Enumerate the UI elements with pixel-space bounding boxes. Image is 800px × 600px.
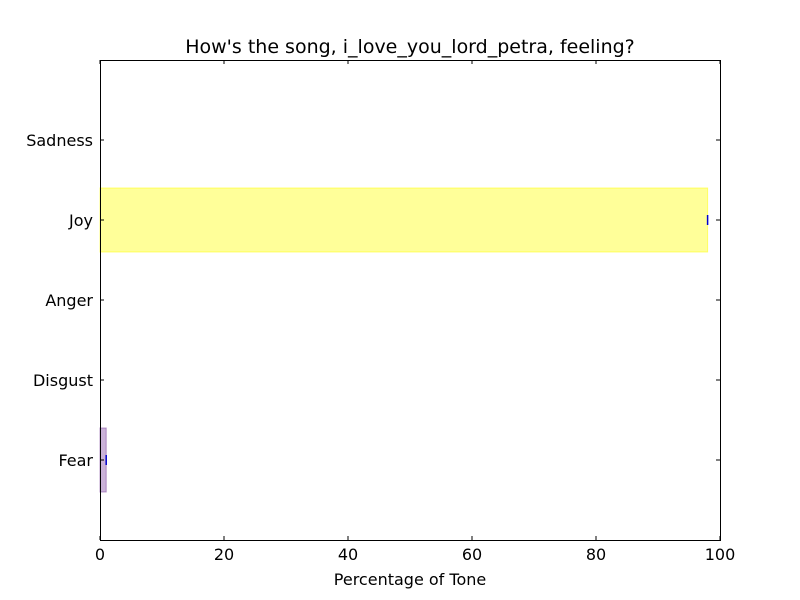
x-tick-label-4: 80: [586, 545, 606, 564]
y-tick-label-fear: Fear: [58, 451, 93, 470]
plot-frame: [100, 60, 721, 541]
y-tick-label-anger: Anger: [45, 291, 93, 310]
y-tick-label-joy: Joy: [68, 211, 93, 230]
bars-layer: [99, 187, 709, 493]
x-axis-label: Percentage of Tone: [334, 570, 486, 589]
chart-title: How's the song, i_love_you_lord_petra, f…: [185, 36, 635, 58]
bar-joy: [99, 187, 709, 253]
x-tick-label-0: 0: [95, 545, 105, 564]
x-tick-label-2: 40: [338, 545, 358, 564]
ticks-layer: Fear Disgust Anger Joy Sadness 0 20 40 60 80 100: [26, 60, 735, 564]
x-tick-label-5: 100: [705, 545, 736, 564]
x-tick-label-3: 60: [462, 545, 482, 564]
y-tick-label-disgust: Disgust: [33, 371, 93, 390]
x-tick-label-1: 20: [214, 545, 234, 564]
y-tick-label-sadness: Sadness: [26, 131, 93, 150]
